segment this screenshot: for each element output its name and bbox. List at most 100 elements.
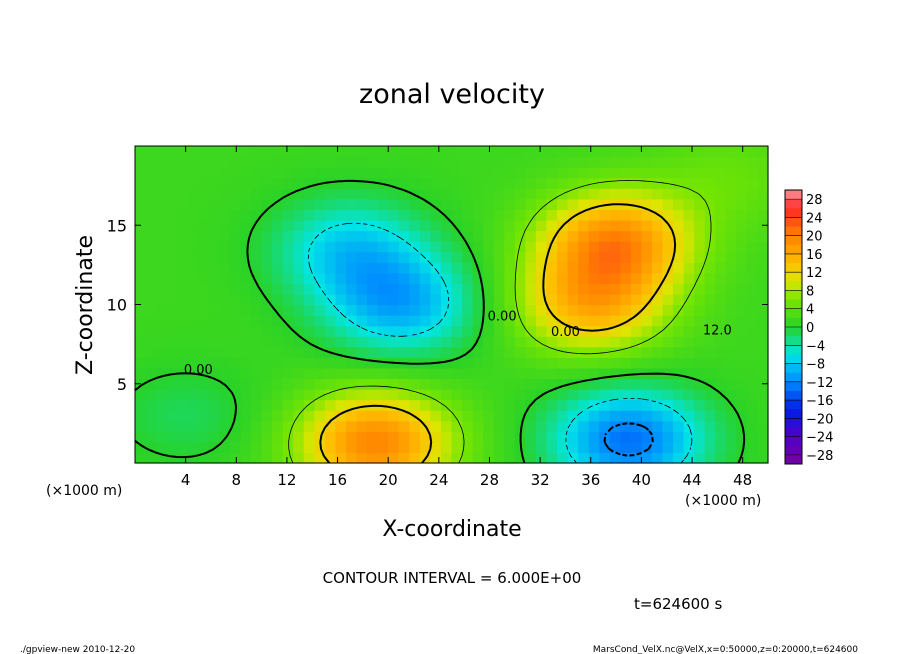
- heatmap-cell: [746, 325, 759, 337]
- heatmap-cell: [335, 325, 347, 337]
- heatmap-cell: [187, 357, 199, 369]
- heatmap-cell: [514, 251, 526, 263]
- heatmap-cell: [757, 146, 769, 158]
- heatmap-cell: [219, 367, 231, 380]
- heatmap-cell: [346, 431, 358, 443]
- heatmap-cell: [282, 410, 294, 422]
- heatmap-cell: [398, 336, 410, 348]
- heatmap-cell: [145, 293, 157, 306]
- heatmap-cell: [356, 283, 368, 295]
- heatmap-cell: [293, 389, 305, 401]
- heatmap-cell: [493, 198, 505, 210]
- heatmap-cell: [356, 293, 368, 306]
- heatmap-cell: [683, 336, 695, 348]
- heatmap-cell: [187, 209, 199, 221]
- heatmap-cell: [673, 262, 685, 274]
- heatmap-cell: [673, 209, 685, 221]
- heatmap-cell: [504, 410, 516, 422]
- heatmap-cell: [135, 346, 147, 358]
- heatmap-cell: [451, 399, 463, 411]
- heatmap-cell: [567, 188, 579, 200]
- heatmap-cell: [746, 293, 759, 306]
- heatmap-cell: [346, 219, 358, 232]
- heatmap-cell: [694, 420, 706, 432]
- heatmap-cell: [725, 230, 737, 242]
- heatmap-cell: [641, 167, 653, 179]
- colorbar-swatch: [785, 281, 802, 291]
- heatmap-cell: [736, 272, 748, 284]
- heatmap-cell: [535, 293, 548, 306]
- heatmap-cell: [156, 378, 168, 390]
- heatmap-cell: [198, 367, 210, 380]
- heatmap-cell: [229, 389, 242, 401]
- heatmap-cell: [725, 357, 737, 369]
- heatmap-cell: [240, 389, 252, 401]
- heatmap-cell: [578, 367, 590, 380]
- heatmap-cell: [662, 156, 674, 168]
- heatmap-cell: [346, 293, 358, 306]
- heatmap-cell: [251, 346, 263, 358]
- heatmap-cell: [303, 315, 315, 327]
- heatmap-cell: [356, 367, 368, 380]
- heatmap-cell: [293, 378, 305, 390]
- heatmap-cell: [409, 378, 421, 390]
- heatmap-cell: [166, 156, 178, 168]
- heatmap-cell: [525, 272, 537, 284]
- heatmap-cell: [356, 167, 368, 179]
- heatmap-cell: [535, 378, 548, 390]
- heatmap-cell: [346, 346, 358, 358]
- heatmap-cell: [293, 219, 305, 232]
- heatmap-cell: [567, 304, 579, 316]
- heatmap-cell: [651, 304, 664, 316]
- heatmap-cell: [483, 420, 495, 432]
- heatmap-cell: [430, 293, 442, 306]
- heatmap-cell: [367, 367, 379, 380]
- heatmap-cell: [694, 241, 706, 253]
- heatmap-cell: [156, 293, 168, 306]
- heatmap-cell: [736, 177, 748, 189]
- heatmap-cell: [462, 293, 474, 306]
- heatmap-cell: [388, 378, 400, 390]
- heatmap-cell: [282, 198, 294, 210]
- heatmap-cell: [630, 346, 642, 358]
- heatmap-cell: [346, 177, 358, 189]
- heatmap-cell: [303, 293, 315, 306]
- heatmap-cell: [419, 272, 431, 284]
- heatmap-cell: [514, 378, 526, 390]
- heatmap-cell: [535, 336, 548, 348]
- heatmap-cell: [567, 410, 579, 422]
- heatmap-cell: [409, 230, 421, 242]
- heatmap-cell: [736, 198, 748, 210]
- x-tick-label: 12: [277, 471, 296, 489]
- heatmap-cell: [145, 177, 157, 189]
- heatmap-cell: [335, 431, 347, 443]
- heatmap-cell: [557, 399, 569, 411]
- heatmap-cell: [293, 431, 305, 443]
- heatmap-cell: [504, 230, 516, 242]
- heatmap-cell: [398, 167, 410, 179]
- heatmap-cell: [472, 283, 484, 295]
- heatmap-cell: [335, 336, 347, 348]
- heatmap-cell: [694, 188, 706, 200]
- heatmap-cell: [272, 325, 284, 337]
- heatmap-cell: [272, 251, 284, 263]
- heatmap-cell: [208, 272, 220, 284]
- heatmap-cell: [314, 357, 326, 369]
- heatmap-cell: [504, 283, 516, 295]
- heatmap-cell: [609, 167, 621, 179]
- heatmap-cell: [156, 272, 168, 284]
- heatmap-cell: [229, 219, 242, 232]
- heatmap-cell: [451, 209, 463, 221]
- heatmap-cell: [599, 441, 611, 454]
- heatmap-cell: [251, 188, 263, 200]
- heatmap-cell: [219, 272, 231, 284]
- heatmap-cell: [535, 441, 548, 454]
- heatmap-cell: [440, 315, 453, 327]
- contour-label: 12.0: [703, 324, 732, 339]
- heatmap-cell: [208, 452, 220, 464]
- heatmap-cell: [409, 272, 421, 284]
- heatmap-cell: [419, 251, 431, 263]
- heatmap-cell: [546, 336, 558, 348]
- heatmap-cell: [261, 336, 273, 348]
